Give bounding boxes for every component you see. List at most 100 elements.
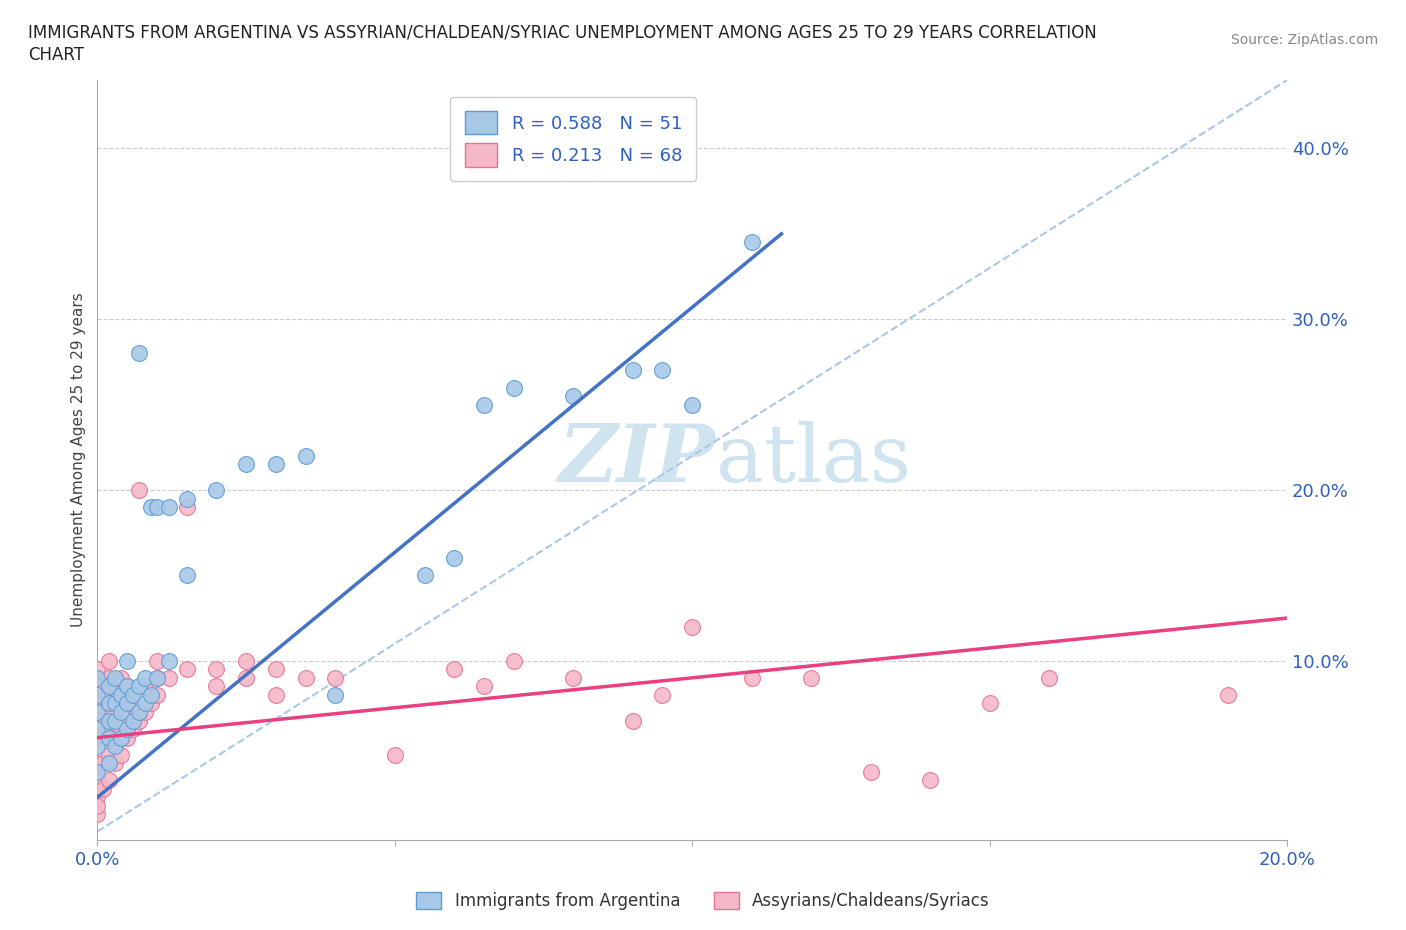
Text: Source: ZipAtlas.com: Source: ZipAtlas.com [1230,33,1378,46]
Point [104,730,127,745]
Point [264,457,287,472]
Point [800,671,823,685]
Point [104,671,127,685]
Point [859,764,882,779]
Point [98,713,121,728]
Point [110,730,132,745]
Point [294,671,316,685]
Y-axis label: Unemployment Among Ages 25 to 29 years: Unemployment Among Ages 25 to 29 years [72,293,86,628]
Point [502,653,524,668]
Point [294,448,316,463]
Legend: Immigrants from Argentina, Assyrians/Chaldeans/Syriacs: Immigrants from Argentina, Assyrians/Cha… [409,885,997,917]
Point [86,773,108,788]
Point [176,491,198,506]
Point [115,730,138,745]
Point [91,756,114,771]
Point [621,713,644,728]
Point [741,235,763,250]
Point [86,713,108,728]
Point [157,671,180,685]
Point [122,687,145,702]
Point [110,722,132,737]
Point [205,483,228,498]
Point [176,662,198,677]
Point [139,687,162,702]
Point [146,671,169,685]
Point [128,679,150,694]
Point [502,380,524,395]
Point [562,389,585,404]
Point [104,738,127,753]
Point [122,713,145,728]
Point [205,679,228,694]
Point [110,687,132,702]
Point [157,499,180,514]
Point [91,705,114,720]
Point [86,696,108,711]
Point [104,756,127,771]
Point [115,696,138,711]
Point [86,756,108,771]
Point [139,499,162,514]
Point [98,696,121,711]
Point [115,679,138,694]
Point [98,773,121,788]
Point [110,671,132,685]
Point [134,696,156,711]
Point [146,653,169,668]
Point [115,653,138,668]
Point [86,738,108,753]
Point [98,653,121,668]
Point [205,662,228,677]
Point [86,730,108,745]
Point [110,696,132,711]
Legend: R = 0.588   N = 51, R = 0.213   N = 68: R = 0.588 N = 51, R = 0.213 N = 68 [450,97,696,181]
Point [128,346,150,361]
Point [651,687,673,702]
Point [86,722,108,737]
Point [413,568,436,583]
Point [235,671,257,685]
Point [91,730,114,745]
Point [176,499,198,514]
Point [104,705,127,720]
Point [1216,687,1239,702]
Point [115,722,138,737]
Point [681,619,703,634]
Point [86,687,108,702]
Point [122,696,145,711]
Point [86,790,108,804]
Point [86,679,108,694]
Point [139,696,162,711]
Point [621,363,644,378]
Point [741,671,763,685]
Point [122,722,145,737]
Point [98,722,121,737]
Point [110,705,132,720]
Point [104,713,127,728]
Point [323,687,346,702]
Point [98,747,121,762]
Point [235,653,257,668]
Point [98,679,121,694]
Point [86,671,108,685]
Text: atlas: atlas [716,421,911,499]
Point [384,747,406,762]
Point [86,705,108,720]
Text: ZIP: ZIP [560,421,716,498]
Text: IMMIGRANTS FROM ARGENTINA VS ASSYRIAN/CHALDEAN/SYRIAC UNEMPLOYMENT AMONG AGES 25: IMMIGRANTS FROM ARGENTINA VS ASSYRIAN/CH… [28,23,1097,41]
Point [472,679,495,694]
Point [264,662,287,677]
Point [134,705,156,720]
Point [86,662,108,677]
Point [235,457,257,472]
Point [651,363,673,378]
Point [157,653,180,668]
Point [146,671,169,685]
Point [134,679,156,694]
Point [98,696,121,711]
Point [104,679,127,694]
Point [681,397,703,412]
Point [443,662,465,677]
Point [176,568,198,583]
